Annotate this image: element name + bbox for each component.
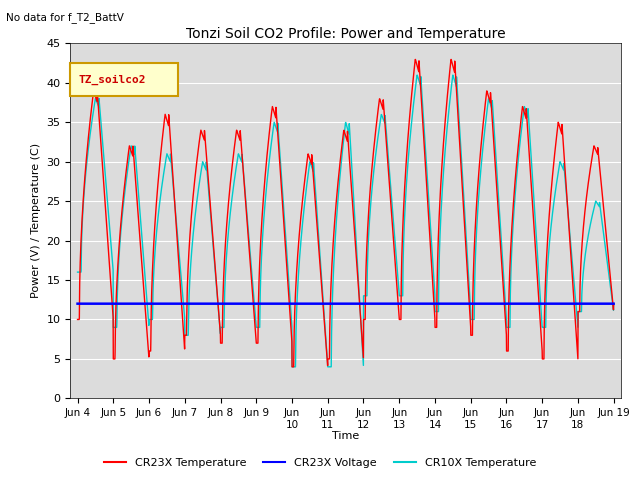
Title: Tonzi Soil CO2 Profile: Power and Temperature: Tonzi Soil CO2 Profile: Power and Temper… xyxy=(186,27,506,41)
FancyBboxPatch shape xyxy=(70,63,178,96)
Y-axis label: Power (V) / Temperature (C): Power (V) / Temperature (C) xyxy=(31,143,41,299)
Legend: CR23X Temperature, CR23X Voltage, CR10X Temperature: CR23X Temperature, CR23X Voltage, CR10X … xyxy=(99,453,541,472)
Text: No data for f_T2_BattV: No data for f_T2_BattV xyxy=(6,12,124,23)
Text: TZ_soilco2: TZ_soilco2 xyxy=(79,74,146,84)
X-axis label: Time: Time xyxy=(332,431,359,441)
